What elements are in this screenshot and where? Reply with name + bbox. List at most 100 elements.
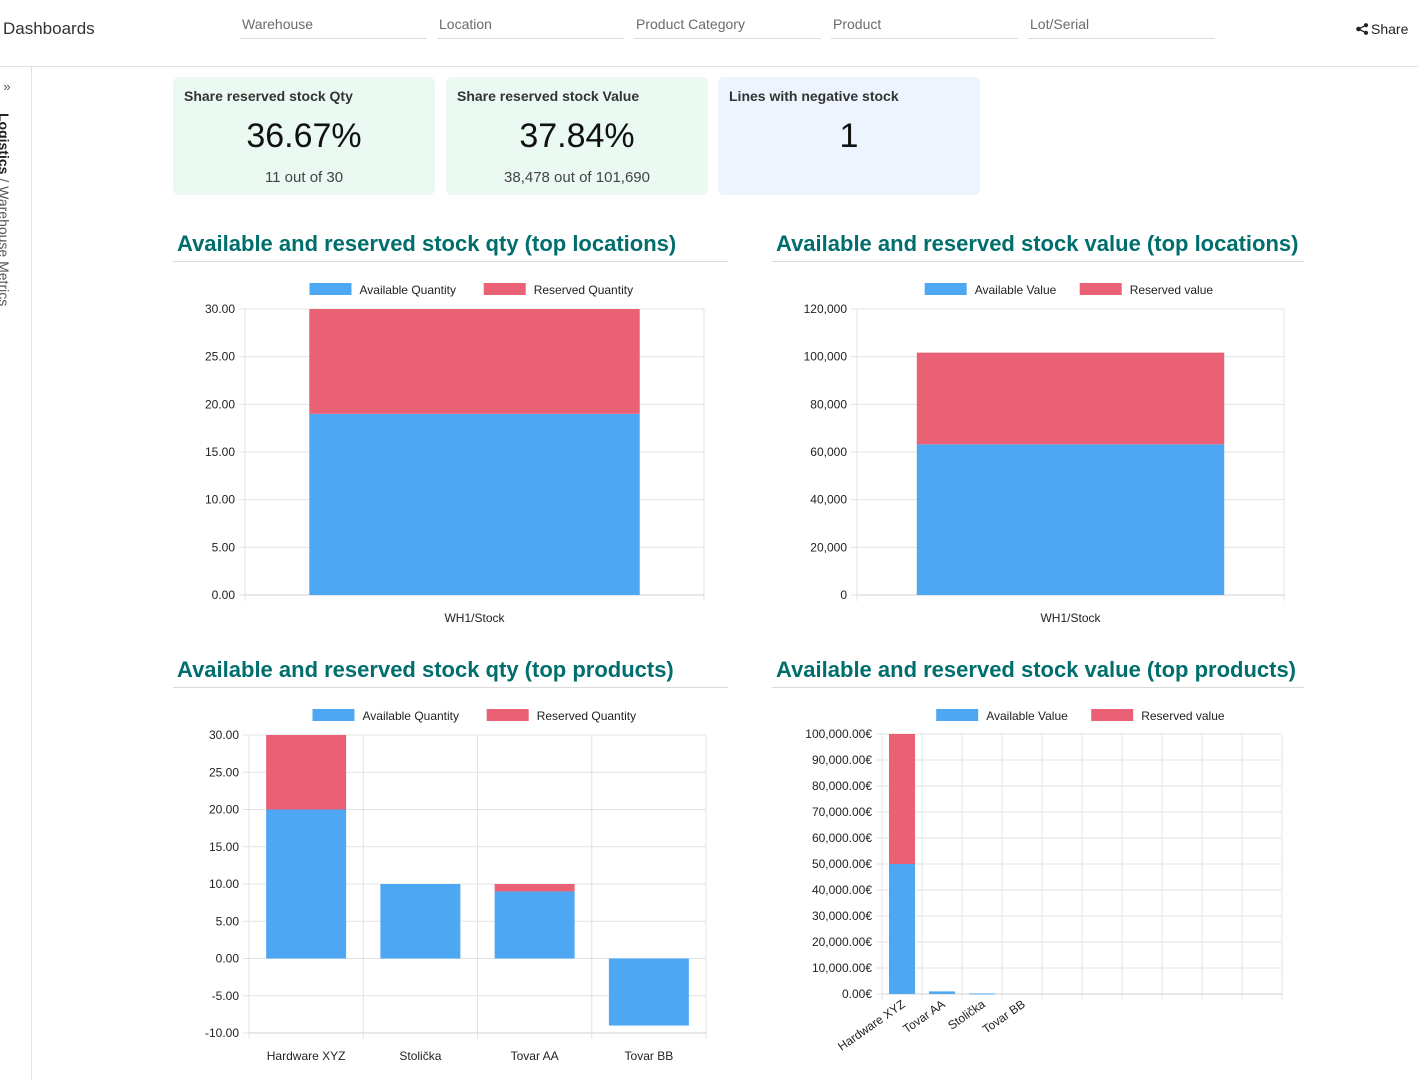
bar-wh1-stock-available-quantity <box>309 413 640 595</box>
y-tick-label: 70,000.00€ <box>812 805 872 819</box>
chart-value-top-locations[interactable]: Available Value Reserved value 0 20,000 40,0… <box>772 275 1312 635</box>
y-tick-label: 20.00 <box>205 397 235 411</box>
kpi-title: Share reserved stock Value <box>457 88 640 104</box>
y-tick-label: 10.00 <box>205 493 235 507</box>
bar-wh1-stock-available-value <box>916 444 1225 595</box>
breadcrumb: Logistics / Warehouse Metrics <box>0 113 12 306</box>
legend-label-reserved-quantity: Reserved Quantity <box>534 283 633 297</box>
x-tick-label-wh1-stock: WH1/Stock <box>1040 611 1101 625</box>
y-tick-label: 25.00 <box>209 765 239 779</box>
share-label: Share <box>1371 21 1409 37</box>
legend-swatch-available-quantity <box>312 709 355 721</box>
bar-tovar-bb-available-quantity <box>608 958 689 1026</box>
legend-swatch-available-value <box>924 283 967 295</box>
bar-wh1-stock-reserved-quantity <box>309 309 640 414</box>
title-divider <box>772 261 1304 262</box>
y-tick-label: 20,000 <box>810 540 847 554</box>
expand-sidebar-icon[interactable]: » <box>3 79 11 94</box>
legend-label-available-quantity: Available Quantity <box>360 283 457 297</box>
legend-swatch-reserved-quantity <box>483 283 526 295</box>
x-tick-label-wh1-stock: WH1/Stock <box>444 611 505 625</box>
filter-location[interactable]: Location <box>437 16 624 39</box>
y-tick-label: 5.00 <box>212 540 236 554</box>
bar-hardware-xyz-available-value <box>889 864 915 994</box>
x-tick-label-tovar-aa: Tovar AA <box>900 997 947 1036</box>
kpi-title: Share reserved stock Qty <box>184 88 353 104</box>
bar-stolicka-available-quantity <box>380 884 461 959</box>
x-tick-label-stolicka: Stolička <box>399 1049 441 1063</box>
y-tick-label: 30.00 <box>205 302 235 316</box>
filter-warehouse[interactable]: Warehouse <box>240 16 427 39</box>
bar-stolicka-available-value <box>969 993 995 995</box>
y-tick-label: 0.00 <box>212 588 236 602</box>
bar-hardware-xyz-reserved-value <box>889 734 915 864</box>
y-tick-label: 25.00 <box>205 350 235 364</box>
legend-swatch-available-value <box>936 709 979 721</box>
sidebar: » Logistics / Warehouse Metrics <box>0 67 32 1080</box>
title-divider <box>173 687 728 688</box>
y-tick-label: 100,000.00€ <box>805 727 872 741</box>
y-tick-label: 5.00 <box>216 914 240 928</box>
y-tick-label: 0.00€ <box>842 987 872 1001</box>
y-tick-label: 10,000.00€ <box>812 961 872 975</box>
legend-label-available-value: Available Value <box>986 709 1068 723</box>
share-icon <box>1356 23 1369 35</box>
app-title[interactable]: Dashboards <box>3 19 95 38</box>
x-tick-label-hardware-xyz: Hardware XYZ <box>835 997 907 1054</box>
y-tick-label: 60,000.00€ <box>812 831 872 845</box>
bar-tovar-aa-reserved-quantity <box>494 884 575 892</box>
top-bar: Dashboards Warehouse Location Product Ca… <box>0 0 1418 67</box>
bar-wh1-stock-reserved-value <box>916 352 1225 445</box>
bar-hardware-xyz-available-quantity <box>266 809 347 959</box>
bar-hardware-xyz-reserved-quantity <box>266 735 347 810</box>
x-tick-label-tovar-bb: Tovar BB <box>625 1049 674 1063</box>
chart-title-qty-products: Available and reserved stock qty (top pr… <box>177 657 674 682</box>
y-tick-label: 30.00 <box>209 728 239 742</box>
y-tick-label: -5.00 <box>212 989 240 1003</box>
legend-label-available-value: Available Value <box>975 283 1057 297</box>
chart-qty-top-products[interactable]: Available Quantity Reserved Quantity -10.0… <box>173 700 733 1080</box>
chart-title-value-products: Available and reserved stock value (top … <box>776 657 1297 682</box>
y-tick-label: 15.00 <box>209 840 239 854</box>
x-tick-label-tovar-bb: Tovar BB <box>980 997 1028 1036</box>
legend-swatch-reserved-quantity <box>486 709 529 721</box>
filter-lot-serial[interactable]: Lot/Serial <box>1028 16 1215 39</box>
y-tick-label: 40,000 <box>810 493 847 507</box>
x-tick-label-tovar-aa: Tovar AA <box>511 1049 559 1063</box>
y-tick-label: 15.00 <box>205 445 235 459</box>
filter-product-category[interactable]: Product Category <box>634 16 821 39</box>
kpi-card-reserved-qty[interactable]: Share reserved stock Qty 36.67% 11 out o… <box>173 77 435 195</box>
chart-title-value-locations: Available and reserved stock value (top … <box>776 231 1299 256</box>
kpi-title: Lines with negative stock <box>729 88 899 104</box>
kpi-card-reserved-value[interactable]: Share reserved stock Value 37.84% 38,478… <box>446 77 708 195</box>
y-tick-label: 80,000.00€ <box>812 779 872 793</box>
y-tick-label: 20.00 <box>209 803 239 817</box>
chart-qty-top-locations[interactable]: Available Quantity Reserved Quantity 0.00 5… <box>173 275 733 635</box>
y-tick-label: 50,000.00€ <box>812 857 872 871</box>
legend-label-reserved-value: Reserved value <box>1141 709 1225 723</box>
y-tick-label: 0.00 <box>216 952 240 966</box>
y-tick-label: 40,000.00€ <box>812 883 872 897</box>
breadcrumb-current: Warehouse Metrics <box>0 186 12 307</box>
y-tick-label: 10.00 <box>209 877 239 891</box>
title-divider <box>173 261 728 262</box>
kpi-value: 37.84% <box>519 117 635 155</box>
kpi-subtitle: 38,478 out of 101,690 <box>504 169 650 186</box>
y-tick-label: 60,000 <box>810 445 847 459</box>
breadcrumb-separator: / <box>0 178 12 183</box>
y-tick-label: 80,000 <box>810 397 847 411</box>
kpi-card-negative-stock[interactable]: Lines with negative stock 1 <box>718 77 980 195</box>
share-button[interactable]: Share <box>1356 21 1408 37</box>
y-tick-label: 90,000.00€ <box>812 753 872 767</box>
chart-title-qty-locations: Available and reserved stock qty (top lo… <box>177 231 677 256</box>
chart-value-top-products[interactable]: Available Value Reserved value 0.00€ 10,000… <box>772 700 1312 1080</box>
bar-tovar-aa-available-quantity <box>494 891 575 959</box>
filter-product[interactable]: Product <box>831 16 1018 39</box>
breadcrumb-root[interactable]: Logistics <box>0 113 12 175</box>
legend-swatch-available-quantity <box>309 283 352 295</box>
kpi-value: 36.67% <box>246 117 362 155</box>
legend-label-reserved-value: Reserved value <box>1130 283 1214 297</box>
y-tick-label: 20,000.00€ <box>812 935 872 949</box>
y-tick-label: 100,000 <box>804 350 848 364</box>
y-tick-label: -10.00 <box>205 1026 239 1040</box>
